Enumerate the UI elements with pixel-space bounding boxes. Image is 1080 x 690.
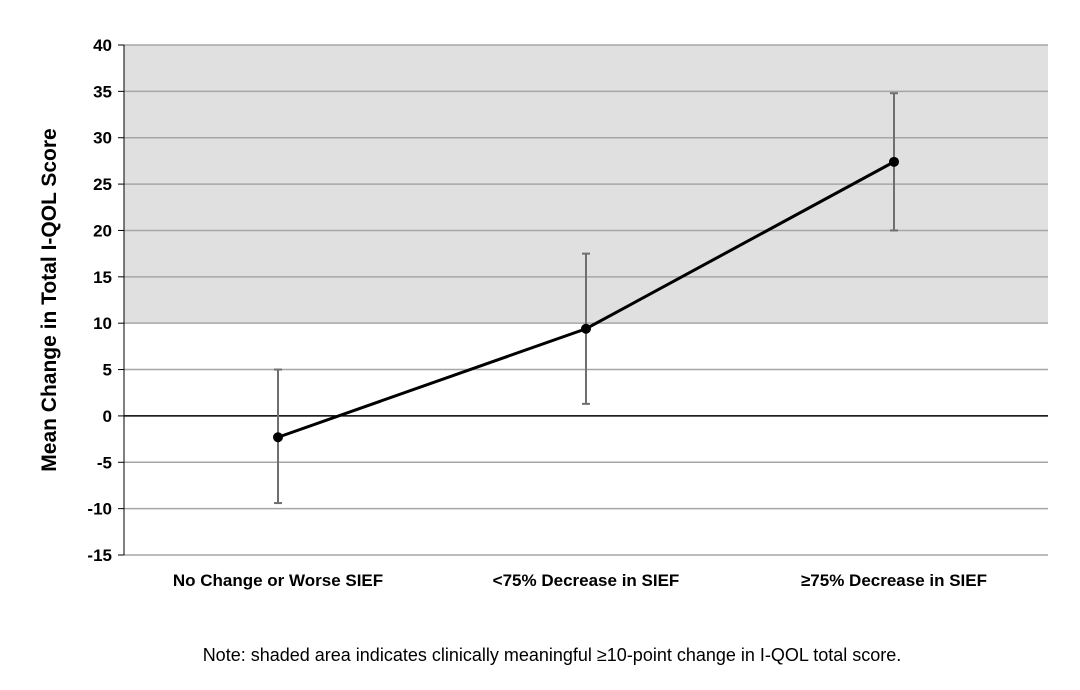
y-tick-label: 20 [93,221,112,240]
y-tick-label: 30 [93,129,112,148]
y-tick-label: 40 [93,36,112,55]
y-tick-label: 15 [93,268,112,287]
y-tick-label: 0 [103,407,112,426]
y-tick-label: 5 [103,361,112,380]
y-tick-label: 10 [93,314,112,333]
data-points [273,156,899,443]
data-point [889,156,899,167]
x-category-label: <75% Decrease in SIEF [493,571,680,590]
y-tick-label: -15 [87,546,112,565]
x-category-label: ≥75% Decrease in SIEF [801,571,987,590]
y-tick-label: -10 [87,500,112,519]
y-tick-label: 35 [93,82,112,101]
data-point [581,323,591,334]
y-axis-title: Mean Change in Total I-QOL Score [38,128,61,471]
x-category-label: No Change or Worse SIEF [173,571,383,590]
chart-note: Note: shaded area indicates clinically m… [203,645,902,665]
y-tick-label: 25 [93,175,112,194]
y-axis-ticks: 40 35 30 25 20 15 10 5 0 -5 -10 -15 [87,36,124,565]
y-tick-label: -5 [97,453,112,472]
x-axis-categories: No Change or Worse SIEF <75% Decrease in … [173,571,987,590]
data-point [273,432,283,443]
